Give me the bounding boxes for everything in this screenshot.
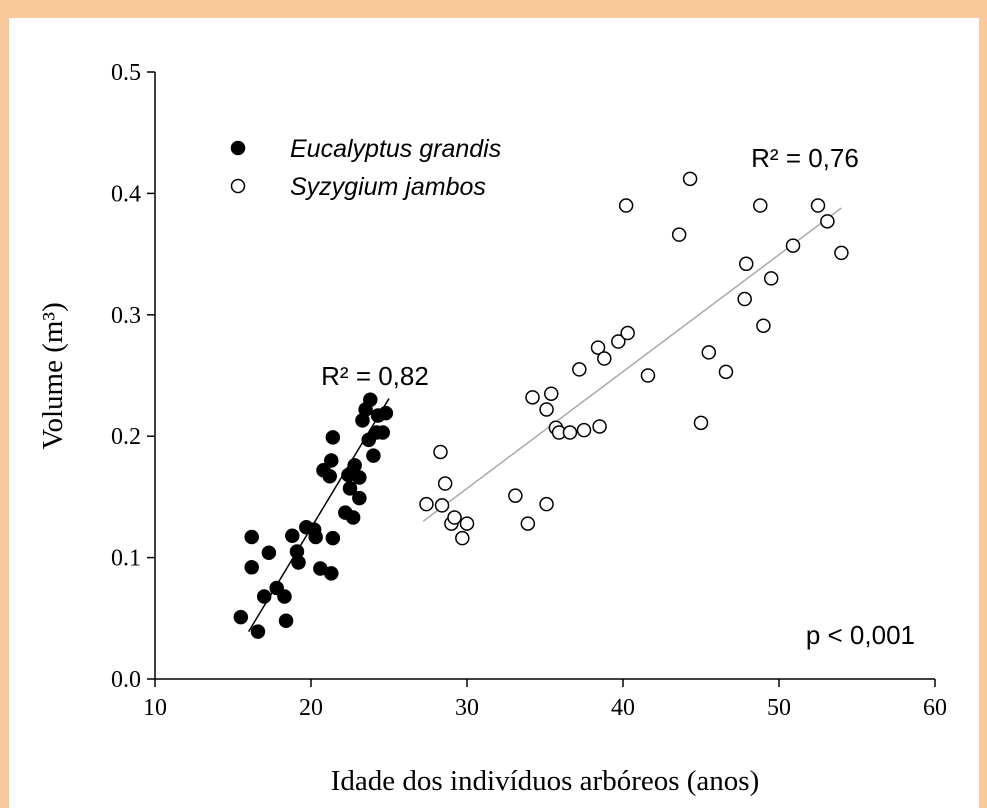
point	[539, 496, 554, 512]
point	[256, 589, 272, 604]
point	[434, 498, 450, 513]
point	[261, 545, 277, 560]
legend-label: Eucalyptus grandis	[290, 135, 501, 163]
point	[834, 245, 849, 261]
y-tick-label: 0.4	[111, 181, 141, 207]
x-tick-label: 20	[299, 695, 323, 721]
point	[756, 318, 771, 333]
point	[345, 510, 361, 525]
point	[447, 510, 462, 525]
point	[437, 476, 453, 491]
legend-marker	[230, 178, 246, 194]
point	[278, 613, 294, 628]
point	[325, 530, 341, 546]
y-tick-label: 0.3	[111, 303, 141, 329]
point	[233, 609, 249, 625]
point	[671, 227, 687, 242]
point	[810, 198, 826, 213]
point	[433, 444, 448, 460]
point	[291, 555, 306, 570]
point	[322, 469, 337, 484]
point	[363, 392, 378, 408]
x-tick-label: 50	[767, 695, 791, 721]
annotation: R² = 0,82	[321, 361, 429, 391]
point	[693, 415, 709, 431]
point	[455, 530, 470, 546]
point	[277, 589, 292, 604]
point	[375, 425, 391, 440]
point	[753, 198, 768, 213]
point	[738, 256, 754, 272]
point	[508, 488, 523, 503]
point	[701, 345, 717, 360]
point	[352, 490, 367, 506]
point	[618, 198, 634, 213]
point	[520, 516, 536, 531]
point	[370, 408, 386, 423]
trend-line	[422, 207, 842, 522]
point	[572, 362, 587, 377]
x-tick-label: 10	[143, 695, 167, 721]
point	[325, 430, 341, 445]
legend-label: Syzygium jambos	[290, 173, 486, 201]
point	[718, 364, 734, 380]
point	[366, 448, 381, 463]
y-tick-label: 0.0	[111, 667, 141, 693]
point	[620, 325, 635, 341]
point	[592, 419, 607, 434]
point	[543, 386, 559, 401]
x-tick-label: 40	[611, 695, 635, 721]
plot-background	[9, 18, 979, 808]
point	[285, 528, 300, 543]
point	[820, 214, 835, 229]
x-tick-label: 60	[923, 695, 947, 721]
point	[682, 171, 698, 187]
point	[459, 516, 475, 531]
point	[590, 340, 606, 355]
x-axis-label: Idade dos indivíduos arbóreos (anos)	[331, 765, 759, 797]
y-tick-label: 0.2	[111, 424, 141, 450]
point	[250, 624, 266, 639]
point	[597, 351, 612, 366]
point	[539, 402, 554, 417]
point	[352, 470, 367, 485]
legend-marker	[230, 140, 246, 156]
x-tick-label: 30	[455, 695, 479, 721]
point	[324, 566, 339, 581]
point	[611, 334, 626, 349]
point	[525, 390, 540, 405]
point	[244, 560, 259, 575]
y-axis-label: Volume (m³)	[37, 302, 69, 450]
y-tick-label: 0.1	[111, 546, 141, 572]
point	[640, 368, 656, 383]
point	[244, 529, 259, 545]
point	[785, 238, 801, 253]
point	[308, 529, 323, 545]
annotation: p < 0,001	[806, 620, 915, 650]
point	[419, 496, 434, 512]
y-tick-label: 0.5	[111, 60, 141, 86]
point	[562, 425, 578, 440]
point	[324, 453, 339, 468]
point	[737, 291, 752, 307]
point	[576, 422, 592, 438]
point	[763, 271, 779, 286]
annotation: R² = 0,76	[751, 143, 859, 173]
point	[347, 458, 362, 473]
